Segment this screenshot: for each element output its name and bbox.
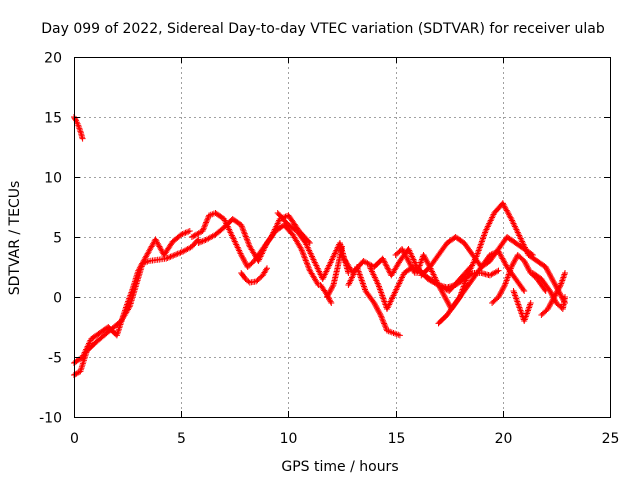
data-point-markers xyxy=(71,114,86,142)
y-tick-label: -5 xyxy=(48,351,62,367)
data-points xyxy=(71,114,568,378)
y-tick-label: 10 xyxy=(44,171,62,187)
grid-lines xyxy=(74,57,610,417)
data-point-markers xyxy=(238,265,270,286)
series-track-r xyxy=(510,288,534,324)
data-point-markers xyxy=(317,282,335,306)
x-tick-label: 20 xyxy=(495,431,513,447)
series-track-f xyxy=(274,210,352,282)
series-track-o xyxy=(435,248,528,327)
y-tick-label: 20 xyxy=(44,51,62,67)
x-tick-label: 10 xyxy=(280,431,298,447)
data-point-markers xyxy=(435,248,528,327)
data-point-markers xyxy=(510,288,534,324)
chart-title: Day 099 of 2022, Sidereal Day-to-day VTE… xyxy=(41,21,605,37)
plot-frame xyxy=(74,57,611,418)
data-point-markers xyxy=(195,216,322,288)
x-axis-label: GPS time / hours xyxy=(281,459,398,475)
series-track-d xyxy=(195,216,322,288)
y-tick-label: 5 xyxy=(53,231,62,247)
y-tick-label: -10 xyxy=(39,411,62,427)
y-tick-label: 0 xyxy=(53,291,62,307)
data-point-markers xyxy=(274,210,352,282)
series-early-segment xyxy=(71,114,86,142)
series-track-j xyxy=(345,264,403,339)
x-tick-label: 5 xyxy=(177,431,186,447)
y-axis-label: SDTVAR / TECUs xyxy=(7,181,23,296)
series-track-l xyxy=(392,246,418,276)
x-tick-label: 25 xyxy=(602,431,620,447)
series-track-e xyxy=(238,265,270,286)
data-point-markers xyxy=(538,270,568,318)
data-point-markers xyxy=(345,264,403,339)
x-tick-label: 0 xyxy=(70,431,79,447)
y-tick-label: 15 xyxy=(44,111,62,127)
data-point-markers xyxy=(392,246,418,276)
series-track-h xyxy=(317,282,335,306)
data-point-markers xyxy=(499,200,568,306)
series-track-t xyxy=(538,270,568,318)
x-tick-label: 15 xyxy=(388,431,406,447)
series-track-q xyxy=(499,200,568,306)
axis-ticks: 0 5 10 15 20 25 -10 -5 0 5 10 15 20 xyxy=(39,51,619,448)
